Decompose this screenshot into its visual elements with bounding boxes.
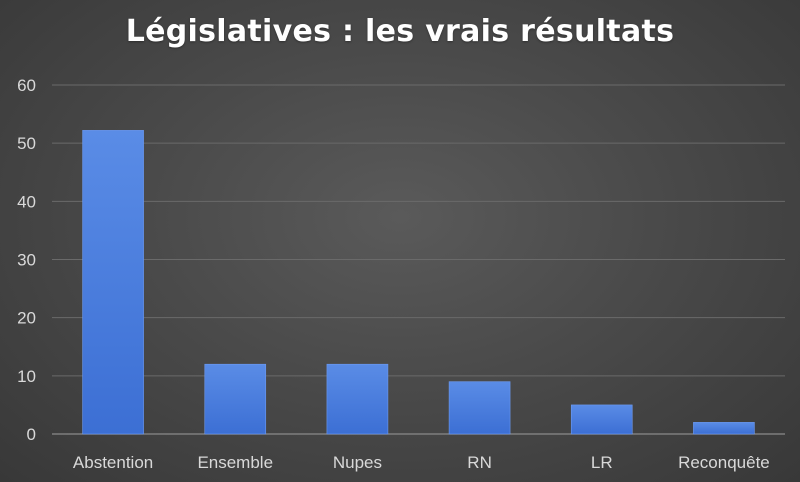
y-axis-ticks: 0 10 20 30 40 50 60: [17, 76, 36, 444]
bar-rn: [448, 381, 511, 435]
y-tick-label: 0: [27, 425, 36, 444]
x-category-label: Ensemble: [197, 453, 273, 472]
y-tick-label: 50: [17, 134, 36, 153]
y-tick-label: 20: [17, 309, 36, 328]
x-category-label: LR: [591, 453, 613, 472]
x-category-label: Reconquête: [678, 453, 770, 472]
gridlines: [52, 84, 785, 435]
x-category-label: Nupes: [333, 453, 382, 472]
x-axis-labels: Abstention Ensemble Nupes RN LR Reconquête: [73, 453, 770, 472]
bars: [82, 130, 755, 435]
y-tick-label: 40: [17, 192, 36, 211]
y-tick-label: 30: [17, 251, 36, 270]
chart-title: Législatives : les vrais résultats: [125, 14, 675, 49]
bar-ensemble: [204, 363, 267, 435]
bar-nupes: [326, 363, 389, 435]
y-tick-label: 10: [17, 367, 36, 386]
x-category-label: Abstention: [73, 453, 153, 472]
bar-abstention: [82, 130, 144, 435]
x-category-label: RN: [467, 453, 492, 472]
bar-lr: [570, 404, 633, 435]
y-tick-label: 60: [17, 76, 36, 95]
bar-reconquête: [693, 422, 755, 435]
